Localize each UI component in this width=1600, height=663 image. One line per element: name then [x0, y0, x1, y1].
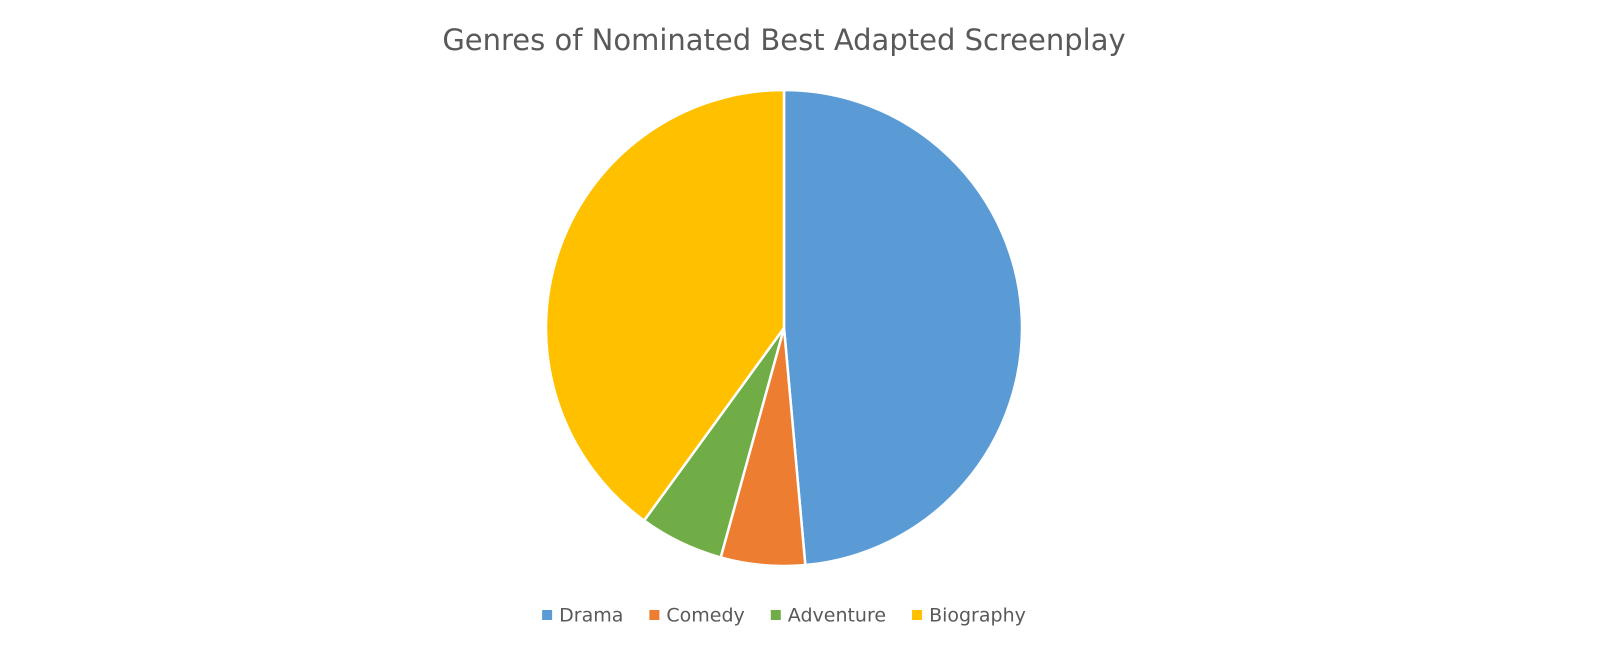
legend-text: Drama — [559, 605, 623, 627]
legend-text: Comedy — [666, 605, 744, 627]
legend-text: Adventure — [788, 605, 886, 627]
legend-swatch — [542, 610, 553, 620]
legend-text: Biography — [929, 605, 1026, 627]
pie-slice — [782, 88, 1024, 567]
legend-swatch — [649, 610, 660, 620]
legend: Drama Comedy Adventure Biography — [542, 605, 1026, 627]
legend-swatch — [770, 610, 781, 620]
legend-swatch — [912, 610, 923, 620]
chart-title: Genres of Nominated Best Adapted Screenp… — [442, 23, 1125, 57]
pie-slice — [544, 88, 786, 523]
